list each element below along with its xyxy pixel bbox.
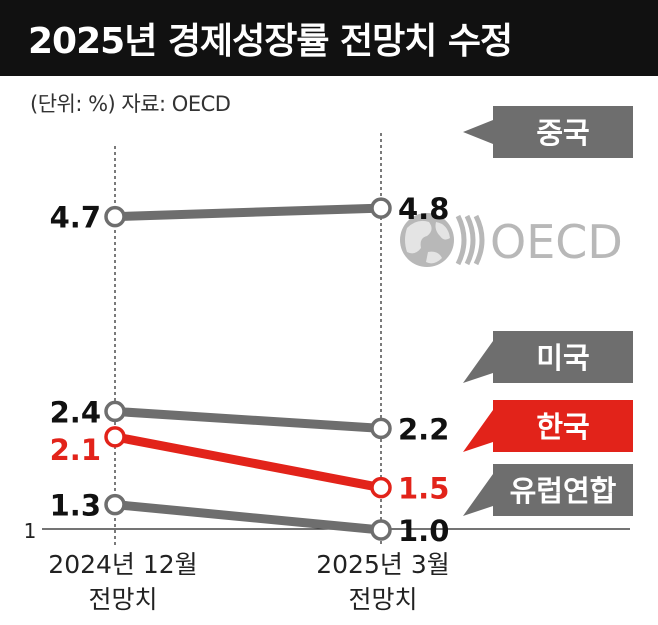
oecd-logo-text: OECD: [490, 215, 623, 269]
y-axis-min-label: 1: [24, 519, 37, 543]
data-point-korea-1: [104, 426, 126, 448]
legend-tag-label-china: 중국: [536, 116, 589, 150]
series-line-eu: [110, 500, 386, 535]
data-point-eu-2: [370, 519, 392, 541]
legend-tag-label-eu: 유럽연합: [510, 474, 617, 508]
data-point-eu-1: [104, 493, 126, 516]
legend-tag-usa: [463, 331, 633, 383]
data-point-usa-1: [104, 400, 126, 423]
unit-source-note: (단위: %) 자료: OECD: [30, 92, 231, 116]
globe-icon: [400, 213, 454, 267]
data-label-usa-1: 2.4: [50, 395, 101, 429]
data-point-usa-2: [370, 417, 392, 440]
data-label-korea-2: 1.5: [398, 472, 449, 506]
oecd-logo: OECD: [400, 213, 623, 269]
chart-title: 2025년 경제성장률 전망치 수정: [0, 0, 658, 76]
data-point-china-2: [370, 197, 392, 219]
x-tick-label-1-line-1: 2024년 12월: [48, 550, 197, 579]
series-line-china: [110, 203, 386, 222]
data-label-korea-1: 2.1: [50, 433, 101, 467]
series-layer: 4.7 4.8 중국 2.4 2.2 미국 2.1 1.5 한국 1.3 1.0 유럽연합: [50, 106, 633, 548]
data-label-eu-1: 1.3: [50, 489, 101, 523]
data-label-usa-2: 2.2: [398, 412, 449, 446]
legend-tag-label-usa: 미국: [536, 341, 589, 375]
data-point-korea-2: [370, 476, 392, 499]
series-line-korea: [110, 432, 386, 493]
data-point-china-1: [104, 205, 126, 228]
data-label-china-1: 4.7: [50, 201, 101, 235]
x-tick-label-2-line-1: 2025년 3월: [316, 550, 449, 579]
data-label-china-2: 4.8: [398, 192, 449, 226]
legend-tag-label-korea: 한국: [536, 410, 589, 444]
series-line-usa: [110, 406, 386, 433]
x-tick-label-2-line-2: 전망치: [348, 585, 417, 614]
data-label-eu-2: 1.0: [398, 514, 449, 548]
legend-tag-china: [463, 106, 633, 158]
legend-tag-korea: [463, 400, 633, 452]
legend-tag-eu: [463, 464, 633, 516]
x-tick-label-1-line-2: 전망치: [88, 585, 157, 614]
